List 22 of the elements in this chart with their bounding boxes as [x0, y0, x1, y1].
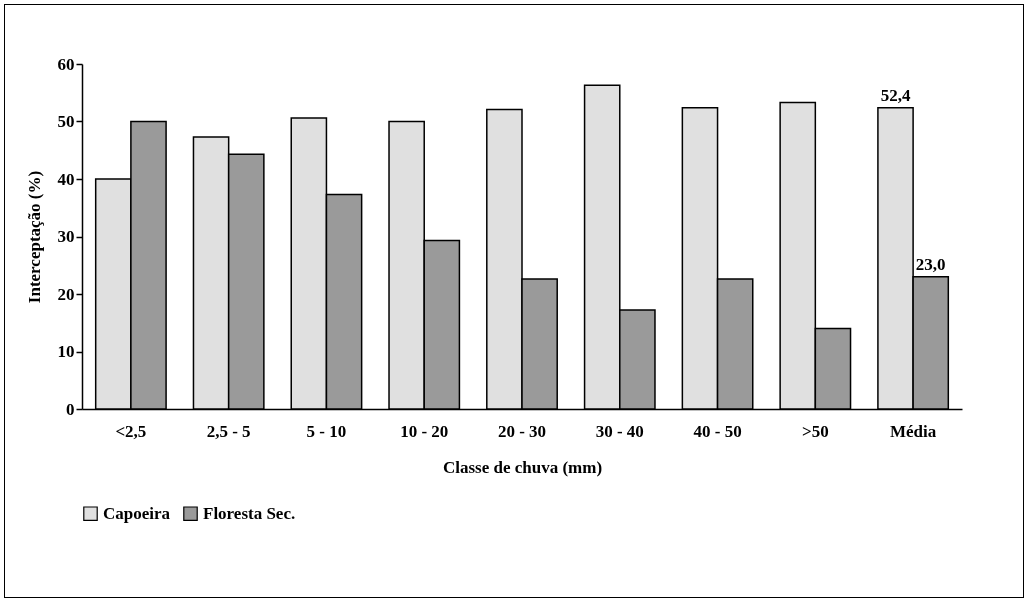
y-axis-title: Interceptação (%)	[24, 170, 44, 304]
legend-label: Capoeira	[103, 503, 171, 523]
y-tick-label: 20	[57, 284, 75, 304]
x-tick-label: 10 - 20	[400, 421, 449, 441]
y-tick-label: 30	[57, 227, 75, 246]
x-tick-label: Média	[889, 421, 937, 441]
x-tick-label: 2,5 - 5	[206, 421, 251, 441]
y-tick-label: 60	[57, 54, 75, 74]
x-tick-label: <2,5	[115, 421, 147, 441]
x-tick-label: 40 - 50	[693, 421, 742, 441]
x-axis-title: Classe de chuva (mm)	[442, 457, 603, 477]
x-tick-label: >50	[801, 421, 829, 441]
x-tick-label: 30 - 40	[595, 421, 644, 441]
legend-label: Floresta Sec.	[203, 503, 296, 523]
y-tick-label: 40	[57, 169, 75, 189]
x-tick-label: 20 - 30	[497, 421, 547, 441]
y-tick-label: 0	[66, 399, 75, 419]
data-label: 52,4	[880, 85, 911, 105]
data-label: 23,0	[915, 254, 946, 274]
x-tick-label: 5 - 10	[306, 421, 347, 441]
y-tick-label: 50	[57, 112, 75, 131]
y-tick-label: 10	[57, 342, 75, 361]
